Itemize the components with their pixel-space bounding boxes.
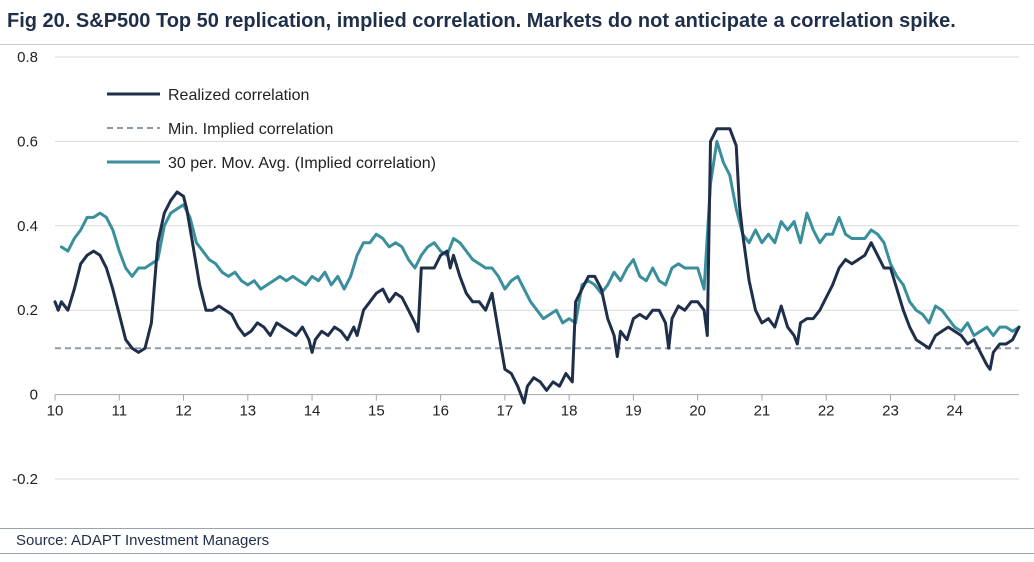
series-line-2 xyxy=(59,139,1021,337)
x-tick-label: 22 xyxy=(818,403,835,420)
y-axis-ticks: 0.8 0.6 0.4 0.2 0 -0.2 xyxy=(12,49,38,488)
source-note: Source: ADAPT Investment Managers xyxy=(16,532,270,549)
x-tick-label: 11 xyxy=(111,403,127,420)
gridlines xyxy=(55,56,1019,480)
x-tick-label: 14 xyxy=(304,403,321,420)
legend: Realized correlation Min. Implied correla… xyxy=(107,87,436,172)
legend-label: Min. Implied correlation xyxy=(168,121,333,138)
y-tick-label: -0.2 xyxy=(12,471,38,488)
x-tick-label: 17 xyxy=(497,403,514,420)
y-tick-label: 0.8 xyxy=(17,49,38,66)
y-tick-label: 0.4 xyxy=(17,218,38,235)
y-tick-label: 0.2 xyxy=(17,302,38,319)
legend-label: Realized correlation xyxy=(168,87,309,104)
series-lines xyxy=(53,127,1021,405)
y-tick-label: 0 xyxy=(30,387,38,404)
x-tick-label: 13 xyxy=(239,403,256,420)
source-bar: Source: ADAPT Investment Managers xyxy=(0,528,1034,554)
x-tick-label: 21 xyxy=(754,403,771,420)
y-tick-label: 0.6 xyxy=(17,133,38,150)
series-line-0 xyxy=(53,127,1021,405)
x-tick-label: 12 xyxy=(175,403,192,420)
x-tick-label: 18 xyxy=(561,403,578,420)
chart-area: 0.8 0.6 0.4 0.2 0 -0.2 10 11 12 13 14 15 16 17 18 19 20… xyxy=(12,49,1021,488)
x-tick-label: 10 xyxy=(47,403,64,420)
x-tick-label: 15 xyxy=(368,403,385,420)
x-tick-label: 19 xyxy=(625,403,642,420)
x-tick-label: 24 xyxy=(946,403,963,420)
x-tick-label: 23 xyxy=(882,403,899,420)
x-tick-label: 20 xyxy=(689,403,706,420)
chart-title: Fig 20. S&P500 Top 50 replication, impli… xyxy=(7,10,956,32)
title-bar: Fig 20. S&P500 Top 50 replication, impli… xyxy=(0,0,1034,45)
x-tick-label: 16 xyxy=(432,403,449,420)
legend-label: 30 per. Mov. Avg. (Implied correlation) xyxy=(168,155,436,172)
x-axis-ticks: 10 11 12 13 14 15 16 17 18 19 20 21 22 23 24 xyxy=(47,394,963,420)
